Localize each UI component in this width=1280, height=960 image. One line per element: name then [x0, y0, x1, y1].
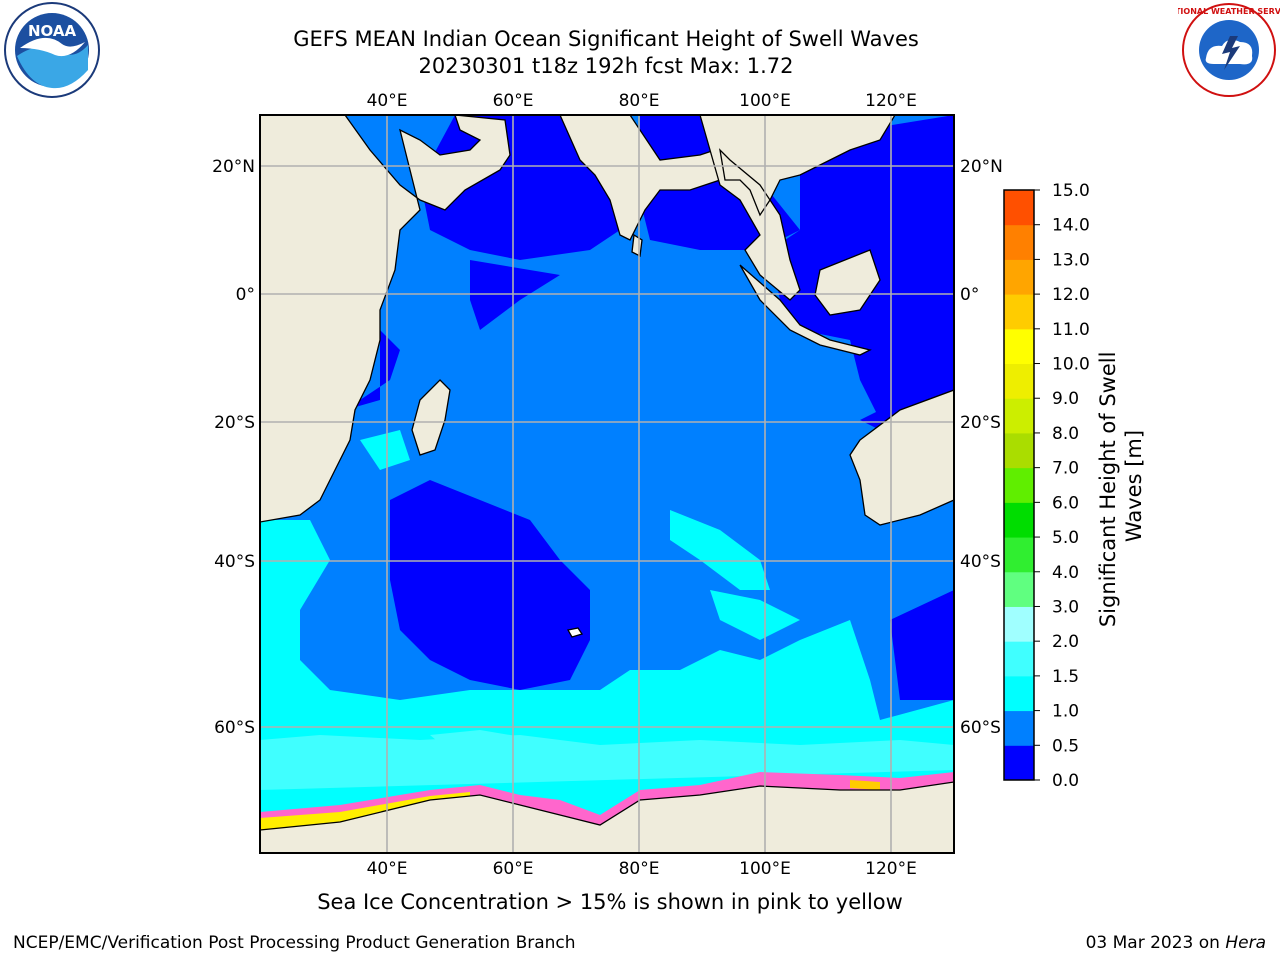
noaa-logo: NOAA — [4, 2, 100, 98]
lon-tick: 60°E — [493, 91, 534, 111]
nws-logo-text: NATIONAL WEATHER SERVICE — [1178, 7, 1280, 16]
colorbar-label: Significant Height of Swell Waves [m] — [1096, 345, 1146, 627]
footer-credit: NCEP/EMC/Verification Post Processing Pr… — [13, 933, 576, 953]
footer-host: Hera — [1225, 933, 1266, 953]
colorbar-tick-label: 11.0 — [1052, 320, 1090, 340]
lon-tick: 80°E — [619, 91, 660, 111]
colorbar-tick-label: 15.0 — [1052, 181, 1090, 201]
colorbar-frame — [1003, 189, 1035, 781]
colorbar-segment — [1004, 294, 1034, 330]
map-subtitle: 20230301 t18z 192h fcst Max: 1.72 — [418, 54, 794, 78]
colorbar-tick-label: 1.5 — [1052, 667, 1079, 687]
colorbar-tick-label: 5.0 — [1052, 528, 1079, 548]
colorbar-segment — [1004, 710, 1034, 746]
lat-tick: 0° — [236, 285, 255, 305]
colorbar-tick-label: 4.0 — [1052, 563, 1079, 583]
map-frame — [259, 114, 955, 854]
colorbar-tick-label: 14.0 — [1052, 216, 1090, 236]
lon-tick: 120°E — [865, 91, 917, 111]
lat-ticks-right: 20°N 0° 20°S 40°S 60°S — [960, 157, 1003, 738]
lat-tick: 60°S — [960, 718, 1001, 738]
colorbar-segment — [1004, 432, 1034, 469]
lat-tick: 60°S — [214, 718, 255, 738]
lat-tick: 40°S — [214, 552, 255, 572]
noaa-logo-text: NOAA — [28, 22, 77, 40]
colorbar-tick-label: 1.0 — [1052, 702, 1079, 722]
sea-ice-note: Sea Ice Concentration > 15% is shown in … — [317, 890, 903, 914]
colorbar-tick-label: 13.0 — [1052, 250, 1090, 270]
land-masses — [260, 115, 954, 853]
lat-tick: 20°S — [214, 413, 255, 433]
colorbar-segment — [1004, 675, 1034, 712]
graticule — [260, 115, 954, 853]
colorbar-label-line1: Significant Height of Swell — [1096, 352, 1120, 628]
colorbar-tick-label: 0.5 — [1052, 736, 1079, 756]
lon-tick: 60°E — [493, 859, 534, 879]
lat-tick: 20°N — [960, 157, 1003, 177]
lat-tick: 0° — [960, 285, 979, 305]
map-title: GEFS MEAN Indian Ocean Significant Heigh… — [293, 27, 919, 51]
colorbar-tick-label: 12.0 — [1052, 285, 1090, 305]
nws-logo: NATIONAL WEATHER SERVICE — [1178, 3, 1280, 97]
colorbar-tick-label: 7.0 — [1052, 459, 1079, 479]
lon-tick: 80°E — [619, 859, 660, 879]
sea-ice-band — [260, 772, 954, 830]
map-area — [260, 115, 954, 853]
colorbar: 15.0 14.0 13.0 12.0 11.0 10.0 9.0 8.0 7.0 6.0 5.0 4… — [1003, 181, 1090, 791]
colorbar-tick-label: 3.0 — [1052, 597, 1079, 617]
lat-ticks-left: 20°N 0° 20°S 40°S 60°S — [212, 157, 255, 738]
colorbar-tick-label: 9.0 — [1052, 389, 1079, 409]
lon-tick: 40°E — [367, 91, 408, 111]
lon-tick: 120°E — [865, 859, 917, 879]
footer-date: 03 Mar 2023 on Hera — [1086, 933, 1266, 953]
colorbar-segment — [1004, 259, 1034, 295]
lon-tick: 100°E — [739, 859, 791, 879]
lat-tick: 40°S — [960, 552, 1001, 572]
colorbar-segment — [1004, 502, 1034, 538]
colorbar-segment — [1004, 745, 1034, 781]
colorbar-tick-label: 10.0 — [1052, 355, 1090, 375]
lat-tick: 20°S — [960, 413, 1001, 433]
colorbar-tick-label: 6.0 — [1052, 493, 1079, 513]
lon-ticks-bottom: 40°E 60°E 80°E 100°E 120°E — [367, 859, 917, 879]
lon-ticks-top: 40°E 60°E 80°E 100°E 120°E — [367, 91, 917, 111]
colorbar-segment — [1004, 190, 1034, 226]
colorbar-tick-label: 8.0 — [1052, 424, 1079, 444]
lon-tick: 100°E — [739, 91, 791, 111]
colorbar-tick-label: 0.0 — [1052, 771, 1079, 791]
colorbar-tick-label: 2.0 — [1052, 632, 1079, 652]
colorbar-segment — [1004, 363, 1034, 399]
colorbar-segment — [1004, 606, 1034, 642]
colorbar-segment — [1004, 467, 1034, 503]
colorbar-label-line2: Waves [m] — [1122, 430, 1146, 542]
lat-tick: 20°N — [212, 157, 255, 177]
footer-date-text: 03 Mar 2023 on — [1085, 933, 1220, 953]
colorbar-segment — [1004, 398, 1034, 434]
lon-tick: 40°E — [367, 859, 408, 879]
colorbar-segment — [1004, 224, 1034, 260]
colorbar-segment — [1004, 641, 1034, 677]
colorbar-segment — [1004, 571, 1034, 607]
colorbar-segment — [1004, 328, 1034, 365]
colorbar-segment — [1004, 537, 1034, 573]
